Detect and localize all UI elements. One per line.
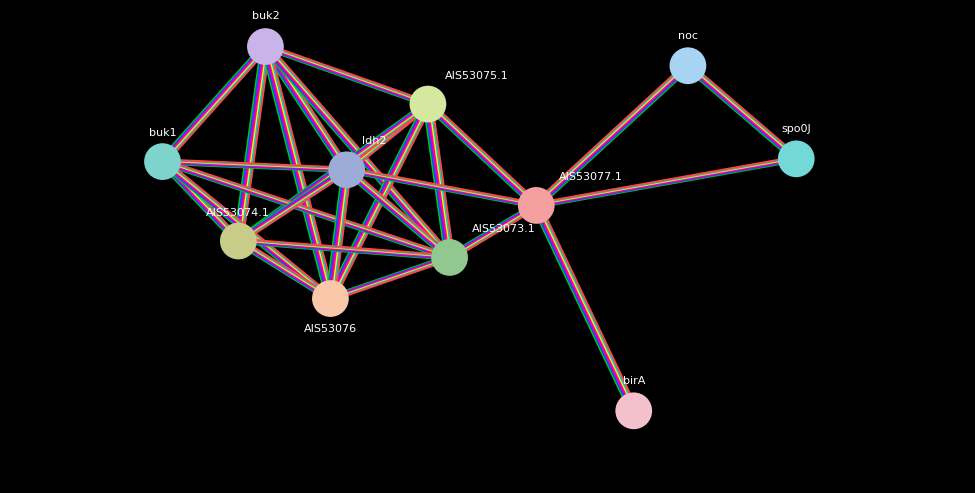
- Point: [339, 166, 355, 174]
- Text: spo0J: spo0J: [781, 124, 811, 134]
- Point: [420, 100, 436, 108]
- Point: [257, 42, 273, 50]
- Point: [681, 62, 696, 70]
- Text: buk1: buk1: [149, 128, 176, 138]
- Text: AIS53075.1: AIS53075.1: [445, 70, 509, 80]
- Text: AIS53074.1: AIS53074.1: [207, 208, 270, 217]
- Point: [789, 155, 804, 163]
- Point: [155, 158, 171, 166]
- Point: [528, 202, 544, 210]
- Text: AIS53073.1: AIS53073.1: [472, 224, 535, 234]
- Point: [323, 295, 338, 303]
- Text: buk2: buk2: [252, 11, 279, 21]
- Point: [442, 253, 457, 261]
- Text: noc: noc: [678, 31, 698, 40]
- Text: birA: birA: [623, 376, 644, 386]
- Text: AIS53076: AIS53076: [304, 324, 357, 334]
- Text: AIS53077.1: AIS53077.1: [559, 172, 622, 182]
- Point: [230, 237, 246, 245]
- Point: [626, 407, 642, 415]
- Text: ldh2: ldh2: [362, 137, 386, 146]
